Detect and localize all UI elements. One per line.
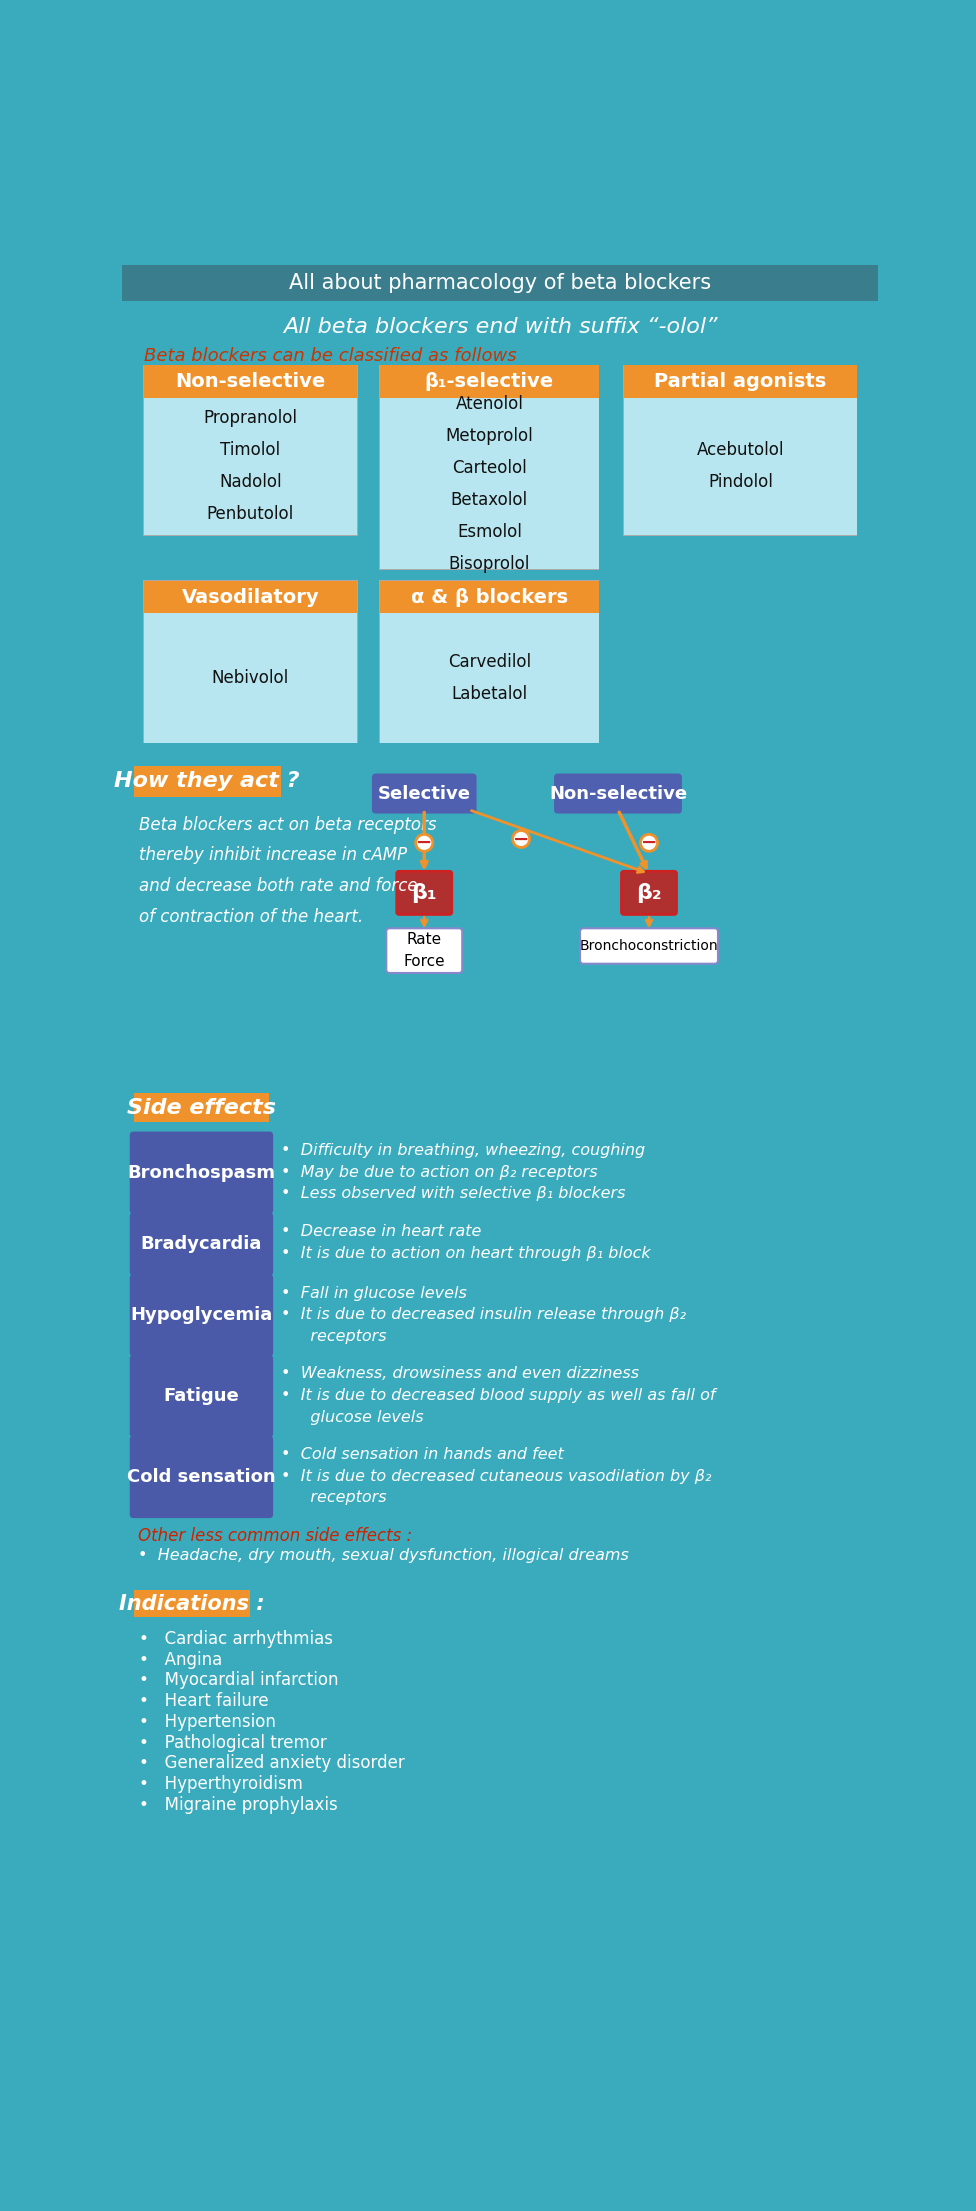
Text: Non-selective: Non-selective (549, 785, 687, 803)
Text: Nebivolol: Nebivolol (212, 670, 289, 688)
Text: Acebutolol
Pindolol: Acebutolol Pindolol (697, 442, 784, 491)
FancyBboxPatch shape (134, 1092, 269, 1123)
Text: •  Fall in glucose levels: • Fall in glucose levels (281, 1285, 467, 1300)
Text: •  May be due to action on β₂ receptors: • May be due to action on β₂ receptors (281, 1165, 597, 1181)
Text: Partial agonists: Partial agonists (654, 371, 827, 391)
Text: −: − (416, 834, 432, 851)
FancyBboxPatch shape (130, 1274, 273, 1355)
FancyBboxPatch shape (380, 398, 598, 570)
Text: Bradycardia: Bradycardia (141, 1236, 263, 1254)
FancyBboxPatch shape (380, 365, 598, 398)
FancyBboxPatch shape (396, 871, 452, 915)
FancyBboxPatch shape (380, 612, 598, 743)
Text: •   Generalized anxiety disorder: • Generalized anxiety disorder (139, 1756, 405, 1773)
FancyBboxPatch shape (554, 774, 682, 814)
FancyBboxPatch shape (143, 612, 357, 743)
Text: •  It is due to action on heart through β₁ block: • It is due to action on heart through β… (281, 1245, 650, 1260)
Text: Other less common side effects :: Other less common side effects : (138, 1526, 412, 1545)
FancyBboxPatch shape (130, 1132, 273, 1214)
Text: glucose levels: glucose levels (295, 1411, 424, 1424)
Text: •   Myocardial infarction: • Myocardial infarction (139, 1672, 339, 1689)
FancyBboxPatch shape (625, 365, 857, 398)
Ellipse shape (640, 834, 658, 851)
FancyBboxPatch shape (143, 398, 357, 535)
FancyBboxPatch shape (134, 765, 281, 796)
Text: •  Headache, dry mouth, sexual dysfunction, illogical dreams: • Headache, dry mouth, sexual dysfunctio… (138, 1548, 629, 1563)
FancyBboxPatch shape (142, 579, 357, 743)
Text: •   Hyperthyroidism: • Hyperthyroidism (139, 1775, 303, 1793)
Text: All beta blockers end with suffix “-olol”: All beta blockers end with suffix “-olol… (283, 316, 717, 336)
Text: •   Heart failure: • Heart failure (139, 1691, 268, 1709)
Text: receptors: receptors (295, 1329, 386, 1344)
Text: Bronchoconstriction: Bronchoconstriction (580, 940, 718, 953)
Text: •  It is due to decreased cutaneous vasodilation by β₂: • It is due to decreased cutaneous vasod… (281, 1468, 712, 1484)
Text: •  Less observed with selective β₁ blockers: • Less observed with selective β₁ blocke… (281, 1187, 626, 1201)
Text: Fatigue: Fatigue (164, 1386, 239, 1404)
FancyBboxPatch shape (625, 398, 857, 535)
FancyBboxPatch shape (380, 581, 598, 612)
Text: Beta blockers act on beta receptors
thereby inhibit increase in cAMP
and decreas: Beta blockers act on beta receptors ther… (139, 816, 436, 926)
FancyBboxPatch shape (380, 579, 599, 743)
Text: Side effects: Side effects (127, 1097, 275, 1119)
FancyBboxPatch shape (143, 365, 357, 398)
Ellipse shape (512, 831, 530, 847)
Text: β₂: β₂ (636, 882, 662, 902)
Text: Non-selective: Non-selective (175, 371, 325, 391)
Text: β₁: β₁ (412, 882, 437, 902)
Text: •   Pathological tremor: • Pathological tremor (139, 1733, 327, 1751)
Ellipse shape (416, 834, 432, 851)
Text: Atenolol
Metoprolol
Carteolol
Betaxolol
Esmolol
Bisoprolol: Atenolol Metoprolol Carteolol Betaxolol … (445, 394, 533, 573)
Text: •  It is due to decreased blood supply as well as fall of: • It is due to decreased blood supply as… (281, 1389, 715, 1404)
FancyBboxPatch shape (130, 1212, 273, 1276)
Text: receptors: receptors (295, 1490, 386, 1506)
Text: •  Cold sensation in hands and feet: • Cold sensation in hands and feet (281, 1448, 563, 1461)
Text: •   Hypertension: • Hypertension (139, 1714, 276, 1731)
FancyBboxPatch shape (142, 365, 357, 535)
FancyBboxPatch shape (580, 929, 718, 964)
Text: •  Decrease in heart rate: • Decrease in heart rate (281, 1225, 481, 1238)
Text: •  Difficulty in breathing, wheezing, coughing: • Difficulty in breathing, wheezing, cou… (281, 1143, 645, 1159)
FancyBboxPatch shape (380, 365, 599, 570)
FancyBboxPatch shape (134, 1590, 250, 1618)
Text: β₁-selective: β₁-selective (425, 371, 554, 391)
FancyBboxPatch shape (143, 581, 357, 612)
FancyBboxPatch shape (372, 774, 476, 814)
FancyBboxPatch shape (386, 929, 463, 973)
Text: Bronchospasm: Bronchospasm (128, 1163, 275, 1181)
Text: α & β blockers: α & β blockers (411, 588, 568, 606)
Text: •  It is due to decreased insulin release through β₂: • It is due to decreased insulin release… (281, 1307, 686, 1322)
Text: •  Weakness, drowsiness and even dizziness: • Weakness, drowsiness and even dizzines… (281, 1366, 639, 1382)
FancyBboxPatch shape (122, 265, 878, 301)
Text: Carvedilol
Labetalol: Carvedilol Labetalol (448, 652, 531, 703)
Text: Hypoglycemia: Hypoglycemia (131, 1307, 272, 1324)
FancyBboxPatch shape (130, 1355, 273, 1437)
Text: −: − (513, 829, 529, 849)
Text: −: − (641, 834, 657, 851)
Text: Indications :: Indications : (119, 1594, 264, 1614)
Text: Vasodilatory: Vasodilatory (182, 588, 319, 606)
FancyBboxPatch shape (130, 1435, 273, 1519)
Text: •   Cardiac arrhythmias: • Cardiac arrhythmias (139, 1630, 333, 1647)
Text: How they act ?: How they act ? (114, 772, 300, 792)
Text: Propranolol
Timolol
Nadolol
Penbutolol: Propranolol Timolol Nadolol Penbutolol (203, 409, 298, 524)
Text: All about pharmacology of beta blockers: All about pharmacology of beta blockers (289, 272, 712, 294)
Text: Beta blockers can be classified as follows: Beta blockers can be classified as follo… (143, 347, 516, 365)
Text: •   Migraine prophylaxis: • Migraine prophylaxis (139, 1795, 338, 1813)
Text: •   Angina: • Angina (139, 1652, 223, 1669)
FancyBboxPatch shape (624, 365, 858, 535)
Text: Selective: Selective (378, 785, 470, 803)
Text: Cold sensation: Cold sensation (127, 1468, 276, 1486)
FancyBboxPatch shape (622, 871, 676, 915)
Text: Rate
Force: Rate Force (403, 933, 445, 968)
